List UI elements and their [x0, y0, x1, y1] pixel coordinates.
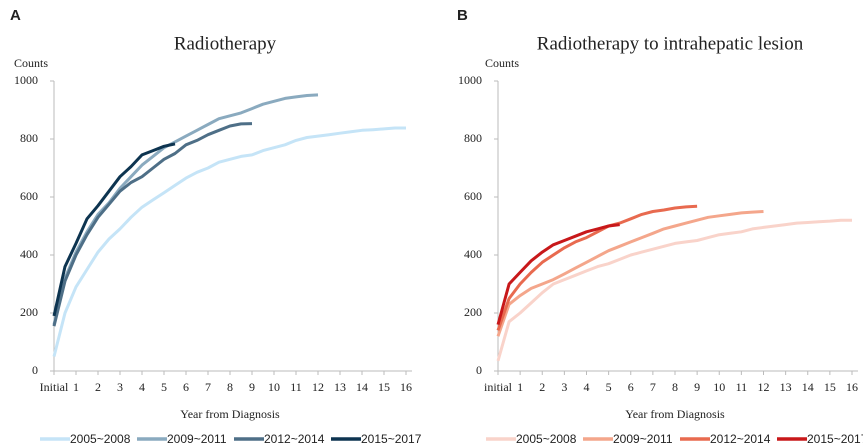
- x-tick-label: 3: [117, 380, 123, 394]
- x-tick-label: 16: [846, 380, 858, 394]
- series-line: [496, 223, 620, 325]
- y-tick-label: 0: [476, 363, 482, 377]
- x-tick-label: 10: [268, 380, 280, 394]
- y-tick-label: 400: [20, 247, 38, 261]
- legend-label: 2015~2017: [807, 432, 863, 446]
- legend-label: 2009~2011: [167, 432, 227, 446]
- x-tick-label: 9: [249, 380, 255, 394]
- x-tick-label: initial: [484, 380, 513, 394]
- y-tick-label: 1000: [14, 73, 38, 87]
- x-tick-label: 5: [606, 380, 612, 394]
- x-tick-label: 14: [802, 380, 814, 394]
- legend-label: 2005~2008: [70, 432, 131, 446]
- x-tick-label: 16: [400, 380, 412, 394]
- series-line: [496, 204, 698, 331]
- series-line: [52, 126, 406, 357]
- y-tick-label: 600: [20, 189, 38, 203]
- x-tick-label: 12: [312, 380, 324, 394]
- x-tick-label: 11: [290, 380, 302, 394]
- x-tick-label: 7: [650, 380, 656, 394]
- series-line: [52, 93, 319, 325]
- chart-title: Radiotherapy to intrahepatic lesion: [537, 33, 804, 54]
- x-tick-label: 6: [628, 380, 634, 394]
- y-tick-label: 0: [32, 363, 38, 377]
- x-tick-label: 6: [183, 380, 189, 394]
- x-tick-label: 7: [205, 380, 211, 394]
- x-tick-label: 13: [334, 380, 346, 394]
- x-tick-label: 14: [356, 380, 368, 394]
- y-axis-label: Counts: [14, 56, 48, 70]
- series-line: [496, 218, 852, 362]
- series-line: [52, 122, 253, 327]
- x-tick-label: 4: [584, 380, 590, 394]
- y-tick-label: 800: [20, 131, 38, 145]
- x-tick-label: 9: [694, 380, 700, 394]
- x-axis-label: Year from Diagnosis: [625, 407, 725, 421]
- x-axis-label: Year from Diagnosis: [180, 407, 280, 421]
- legend-label: 2015~2017: [361, 432, 422, 446]
- y-tick-label: 800: [464, 131, 482, 145]
- x-tick-label: 12: [758, 380, 770, 394]
- series-line: [52, 142, 176, 317]
- x-tick-label: 10: [713, 380, 725, 394]
- x-tick-label: 2: [95, 380, 101, 394]
- legend-label: 2012~2014: [264, 432, 325, 446]
- x-tick-label: Initial: [40, 380, 69, 394]
- series-line: [496, 210, 764, 337]
- legend-label: 2012~2014: [710, 432, 771, 446]
- y-axis-label: Counts: [485, 56, 519, 70]
- x-tick-label: 15: [378, 380, 390, 394]
- x-tick-label: 8: [227, 380, 233, 394]
- x-tick-label: 15: [824, 380, 836, 394]
- y-tick-label: 400: [464, 247, 482, 261]
- x-tick-label: 2: [539, 380, 545, 394]
- panel-label: B: [457, 7, 468, 24]
- x-tick-label: 11: [736, 380, 748, 394]
- legend-label: 2005~2008: [516, 432, 577, 446]
- x-tick-label: 5: [161, 380, 167, 394]
- x-tick-label: 13: [780, 380, 792, 394]
- y-tick-label: 200: [464, 305, 482, 319]
- y-tick-label: 1000: [458, 73, 482, 87]
- x-tick-label: 4: [139, 380, 145, 394]
- x-tick-label: 3: [561, 380, 567, 394]
- x-tick-label: 1: [517, 380, 523, 394]
- chart-title: Radiotherapy: [174, 33, 277, 54]
- y-tick-label: 600: [464, 189, 482, 203]
- panel-label: A: [10, 7, 21, 24]
- legend-label: 2009~2011: [613, 432, 673, 446]
- x-tick-label: 1: [73, 380, 79, 394]
- x-tick-label: 8: [672, 380, 678, 394]
- y-tick-label: 200: [20, 305, 38, 319]
